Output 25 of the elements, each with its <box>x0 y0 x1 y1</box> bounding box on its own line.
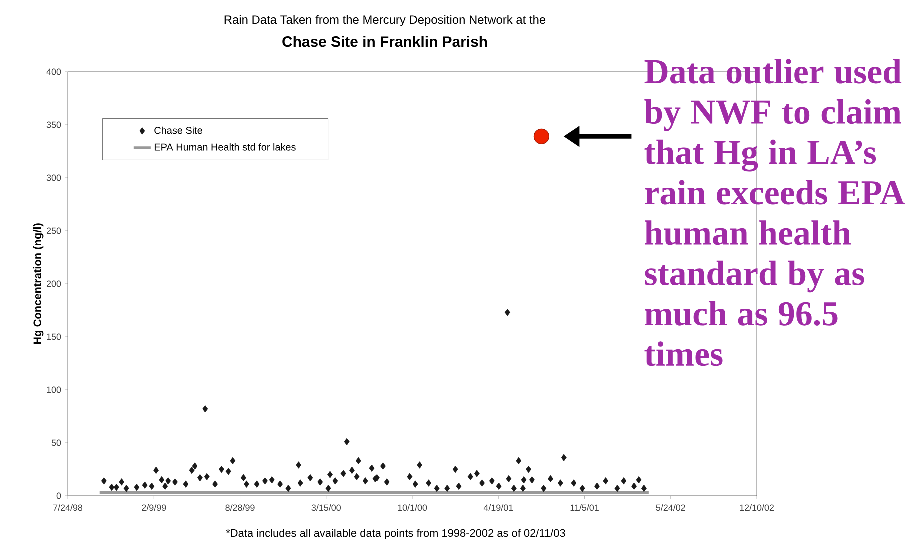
y-tick-label: 200 <box>46 280 62 288</box>
text: *Data includes all available data points from 1998-2002 as of 02/11/03 <box>226 529 566 540</box>
chart-title: Rain Data Taken from the Mercury Deposition Network at the <box>224 15 546 26</box>
x-tick-label: 11/5/01 <box>570 504 599 512</box>
y-tick-label: 350 <box>46 122 62 128</box>
legend-label: Chase Site <box>154 126 202 134</box>
y-tick-label: 250 <box>46 228 62 234</box>
x-tick-label: 3/15/00 <box>312 504 341 512</box>
legend-label: EPA Human Health std for lakes <box>154 144 296 151</box>
x-tick-label: 10/1/00 <box>398 504 428 512</box>
y-tick-label: 400 <box>46 68 62 76</box>
x-tick-label: 7/24/98 <box>54 504 83 512</box>
y-tick-label: 0 <box>56 492 62 500</box>
x-tick-label: 2/9/99 <box>142 504 166 512</box>
annotation: Data outlier used by NWF to claim that Hg in LA’s rain exceeds EPA human health standard by as much as 96.5 times <box>644 59 905 366</box>
x-tick-label: 4/19/01 <box>484 504 514 512</box>
x-tick-label: 12/10/02 <box>740 504 774 512</box>
y-tick-label: 50 <box>52 440 62 446</box>
y-tick-label: 100 <box>47 386 62 394</box>
y-axis-title: Hg Concentration (ng/l) <box>33 224 44 344</box>
x-tick-label: 8/28/99 <box>226 504 255 512</box>
y-tick-label: 150 <box>47 334 62 340</box>
chart-subtitle: Chase Site in Franklin Parish <box>282 36 488 48</box>
y-tick-label: 300 <box>46 174 62 182</box>
x-tick-label: 5/24/02 <box>656 504 686 512</box>
